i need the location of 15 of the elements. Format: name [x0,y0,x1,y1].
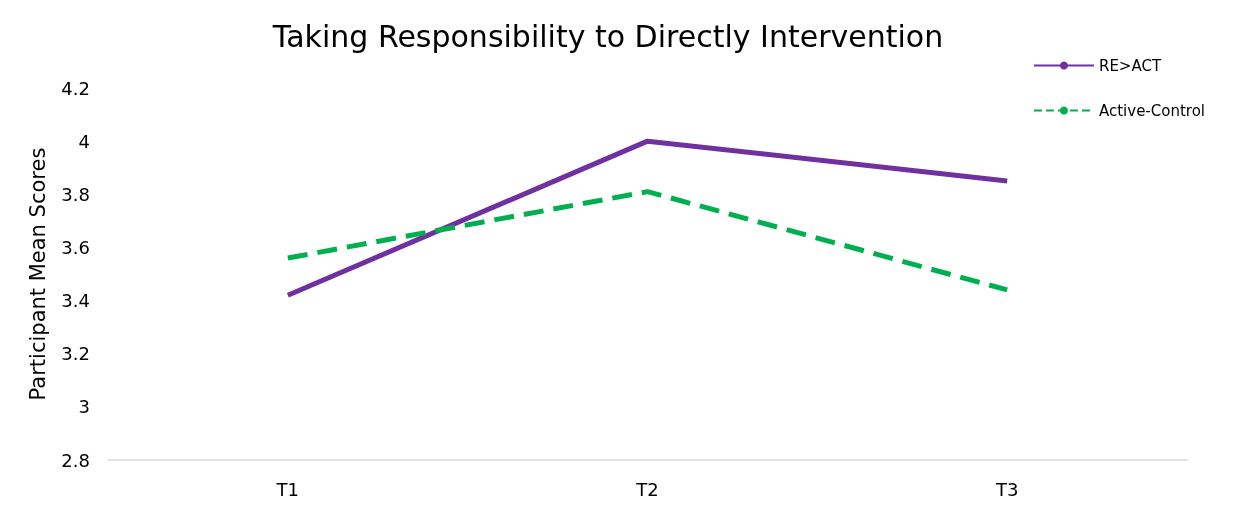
y-axis-title: Participant Mean Scores [25,147,50,401]
chart-title: Taking Responsibility to Directly Intervention [271,18,944,54]
y-tick-label: 4 [78,130,90,152]
x-tick-label: T1 [275,478,300,500]
x-tick-label: T2 [635,478,659,500]
y-tick-label: 3.4 [61,290,90,312]
x-tick-label: T3 [994,478,1019,500]
y-tick-label: 4.2 [61,77,90,99]
y-tick-label: 3 [78,396,90,418]
legend-label: Active-Control [1098,101,1206,120]
y-tick-label: 3.6 [61,236,90,258]
legend-label: RE>ACT [1098,56,1162,75]
y-tick-label: 2.8 [61,449,90,471]
y-tick-label: 3.8 [61,183,90,205]
y-tick-label: 3.2 [61,343,90,365]
